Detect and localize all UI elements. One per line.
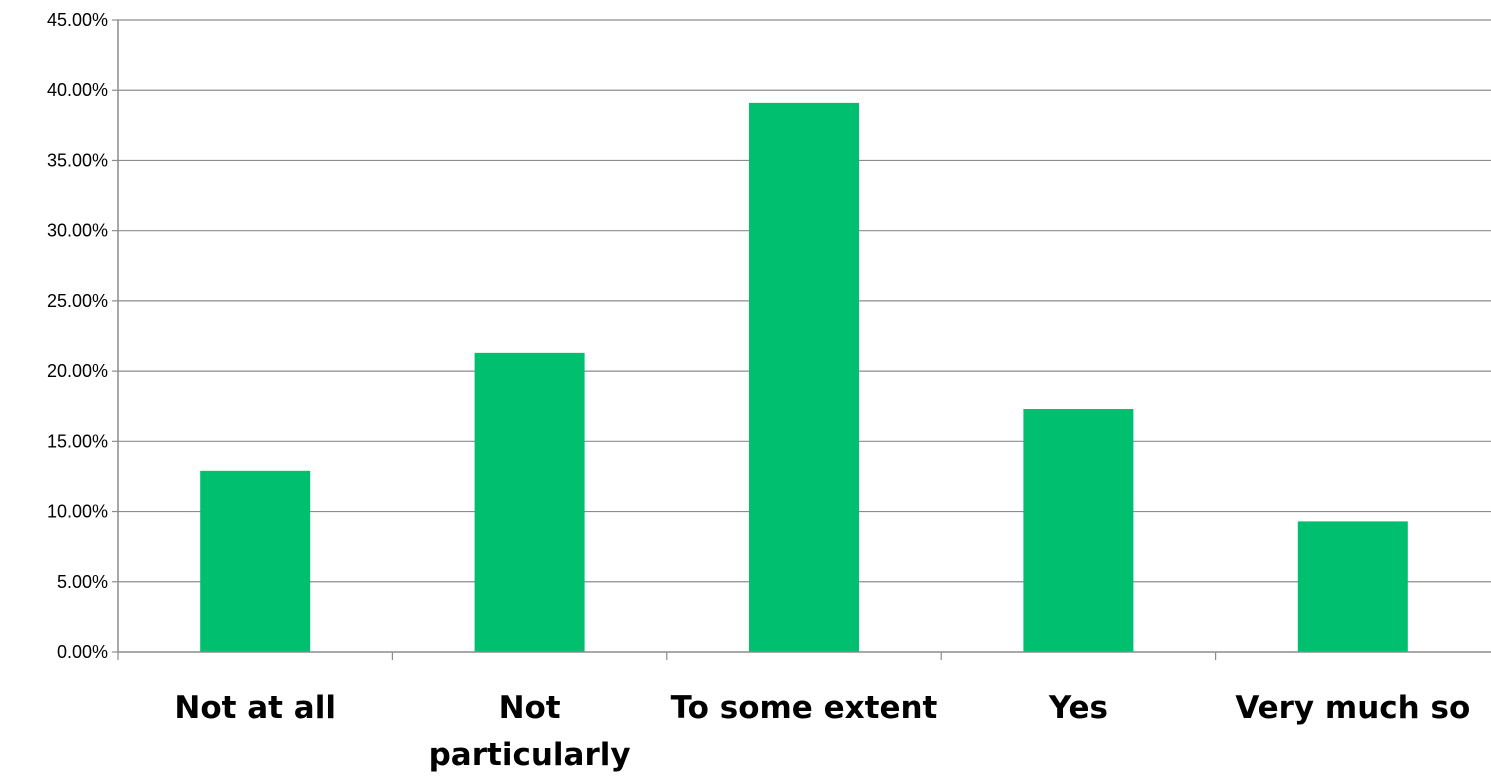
x-category-label-line: To some extent — [671, 690, 938, 726]
x-axis-labels: Not at all Not particularly To some extent Y… — [174, 690, 1470, 773]
y-tick-label: 20.00% — [47, 361, 108, 381]
bar — [474, 352, 585, 652]
x-category-label: Not particularly — [429, 690, 631, 773]
y-tick-label: 45.00% — [47, 10, 108, 30]
y-tick-label: 35.00% — [47, 150, 108, 170]
y-tick-label: 15.00% — [47, 431, 108, 451]
y-tick-label: 0.00% — [57, 642, 108, 662]
x-category-label: Not at all — [174, 690, 336, 726]
x-category-label: Yes — [1048, 690, 1108, 726]
y-axis-ticks: 0.00% 5.00% 10.00% 15.00% 20.00% 25.00% 30.00%… — [47, 10, 118, 662]
x-category-label-line: Yes — [1048, 690, 1108, 726]
y-tick-label: 10.00% — [47, 502, 108, 522]
x-category-label: To some extent — [671, 690, 938, 726]
bar — [1023, 409, 1134, 652]
x-category-label: Very much so — [1235, 690, 1470, 726]
y-tick-label: 30.00% — [47, 221, 108, 241]
bar — [1297, 521, 1408, 652]
bar — [749, 102, 859, 652]
x-category-label-line: Not at all — [174, 690, 336, 726]
axes — [117, 20, 1491, 660]
bar — [200, 470, 311, 652]
bars — [200, 102, 1408, 652]
x-category-label-line: Not — [499, 690, 561, 726]
x-category-label-line: particularly — [429, 737, 631, 773]
y-tick-label: 5.00% — [57, 572, 108, 592]
y-tick-label: 25.00% — [47, 291, 108, 311]
y-tick-label: 40.00% — [47, 80, 108, 100]
x-category-label-line: Very much so — [1235, 690, 1470, 726]
